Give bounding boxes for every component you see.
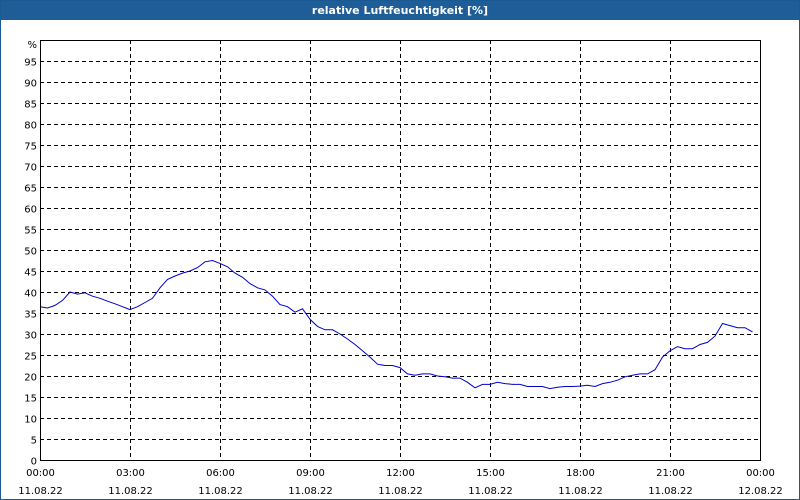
- x-tick-time: 06:00: [206, 468, 235, 479]
- x-tick-time: 18:00: [566, 468, 595, 479]
- y-tick-label: 75: [24, 142, 37, 153]
- y-tick-label: 85: [24, 100, 37, 111]
- x-tick-date: 11.08.22: [108, 486, 153, 497]
- chart-title: relative Luftfeuchtigkeit [%]: [1, 1, 799, 20]
- y-axis: 0 5 10 15 20 25 30 35 40 45 50 55 60 65 70 75 80 85 90 95%: [24, 40, 37, 468]
- y-tick-label: 70: [24, 163, 37, 174]
- y-tick-label: 10: [24, 415, 37, 426]
- y-tick-label: 40: [24, 289, 37, 300]
- x-tick-date: 11.08.22: [468, 486, 513, 497]
- y-tick-label: 95: [24, 58, 37, 69]
- x-tick-time: 09:00: [296, 468, 325, 479]
- plot-border: [40, 40, 761, 461]
- y-tick-label: 20: [24, 373, 37, 384]
- grid: [40, 40, 760, 460]
- x-tick-date: 11.08.22: [288, 486, 333, 497]
- y-tick-label: 50: [24, 247, 37, 258]
- y-tick-label: 15: [24, 394, 37, 405]
- x-tick-time: 15:00: [476, 468, 505, 479]
- y-tick-label: 45: [24, 268, 37, 279]
- y-tick-label: 0: [31, 457, 37, 468]
- x-tick-time: 00:00: [26, 468, 55, 479]
- x-tick-time: 21:00: [656, 468, 685, 479]
- y-tick-label: 30: [24, 331, 37, 342]
- y-tick-label: 5: [31, 436, 37, 447]
- y-tick-label: 90: [24, 79, 37, 90]
- y-tick-label: 80: [24, 121, 37, 132]
- x-tick-date: 12.08.22: [738, 486, 783, 497]
- y-tick-label: 35: [24, 310, 37, 321]
- x-tick-time: 03:00: [116, 468, 145, 479]
- series-line: [39, 259, 753, 390]
- y-axis-label: %: [27, 40, 37, 51]
- x-tick-date: 11.08.22: [18, 486, 63, 497]
- x-axis: 00:00 11.08.22 03:00 11.08.22 06:00 11.08.22 0…: [18, 468, 783, 497]
- y-tick-label: 25: [24, 352, 37, 363]
- x-tick-date: 11.08.22: [558, 486, 603, 497]
- x-tick-date: 11.08.22: [378, 486, 423, 497]
- x-tick-date: 11.08.22: [198, 486, 243, 497]
- series: [39, 259, 753, 390]
- x-tick-time: 00:00: [746, 468, 775, 479]
- x-tick-date: 11.08.22: [648, 486, 693, 497]
- y-tick-label: 55: [24, 226, 37, 237]
- y-tick-label: 60: [24, 205, 37, 216]
- x-tick-time: 12:00: [386, 468, 415, 479]
- y-tick-label: 65: [24, 184, 37, 195]
